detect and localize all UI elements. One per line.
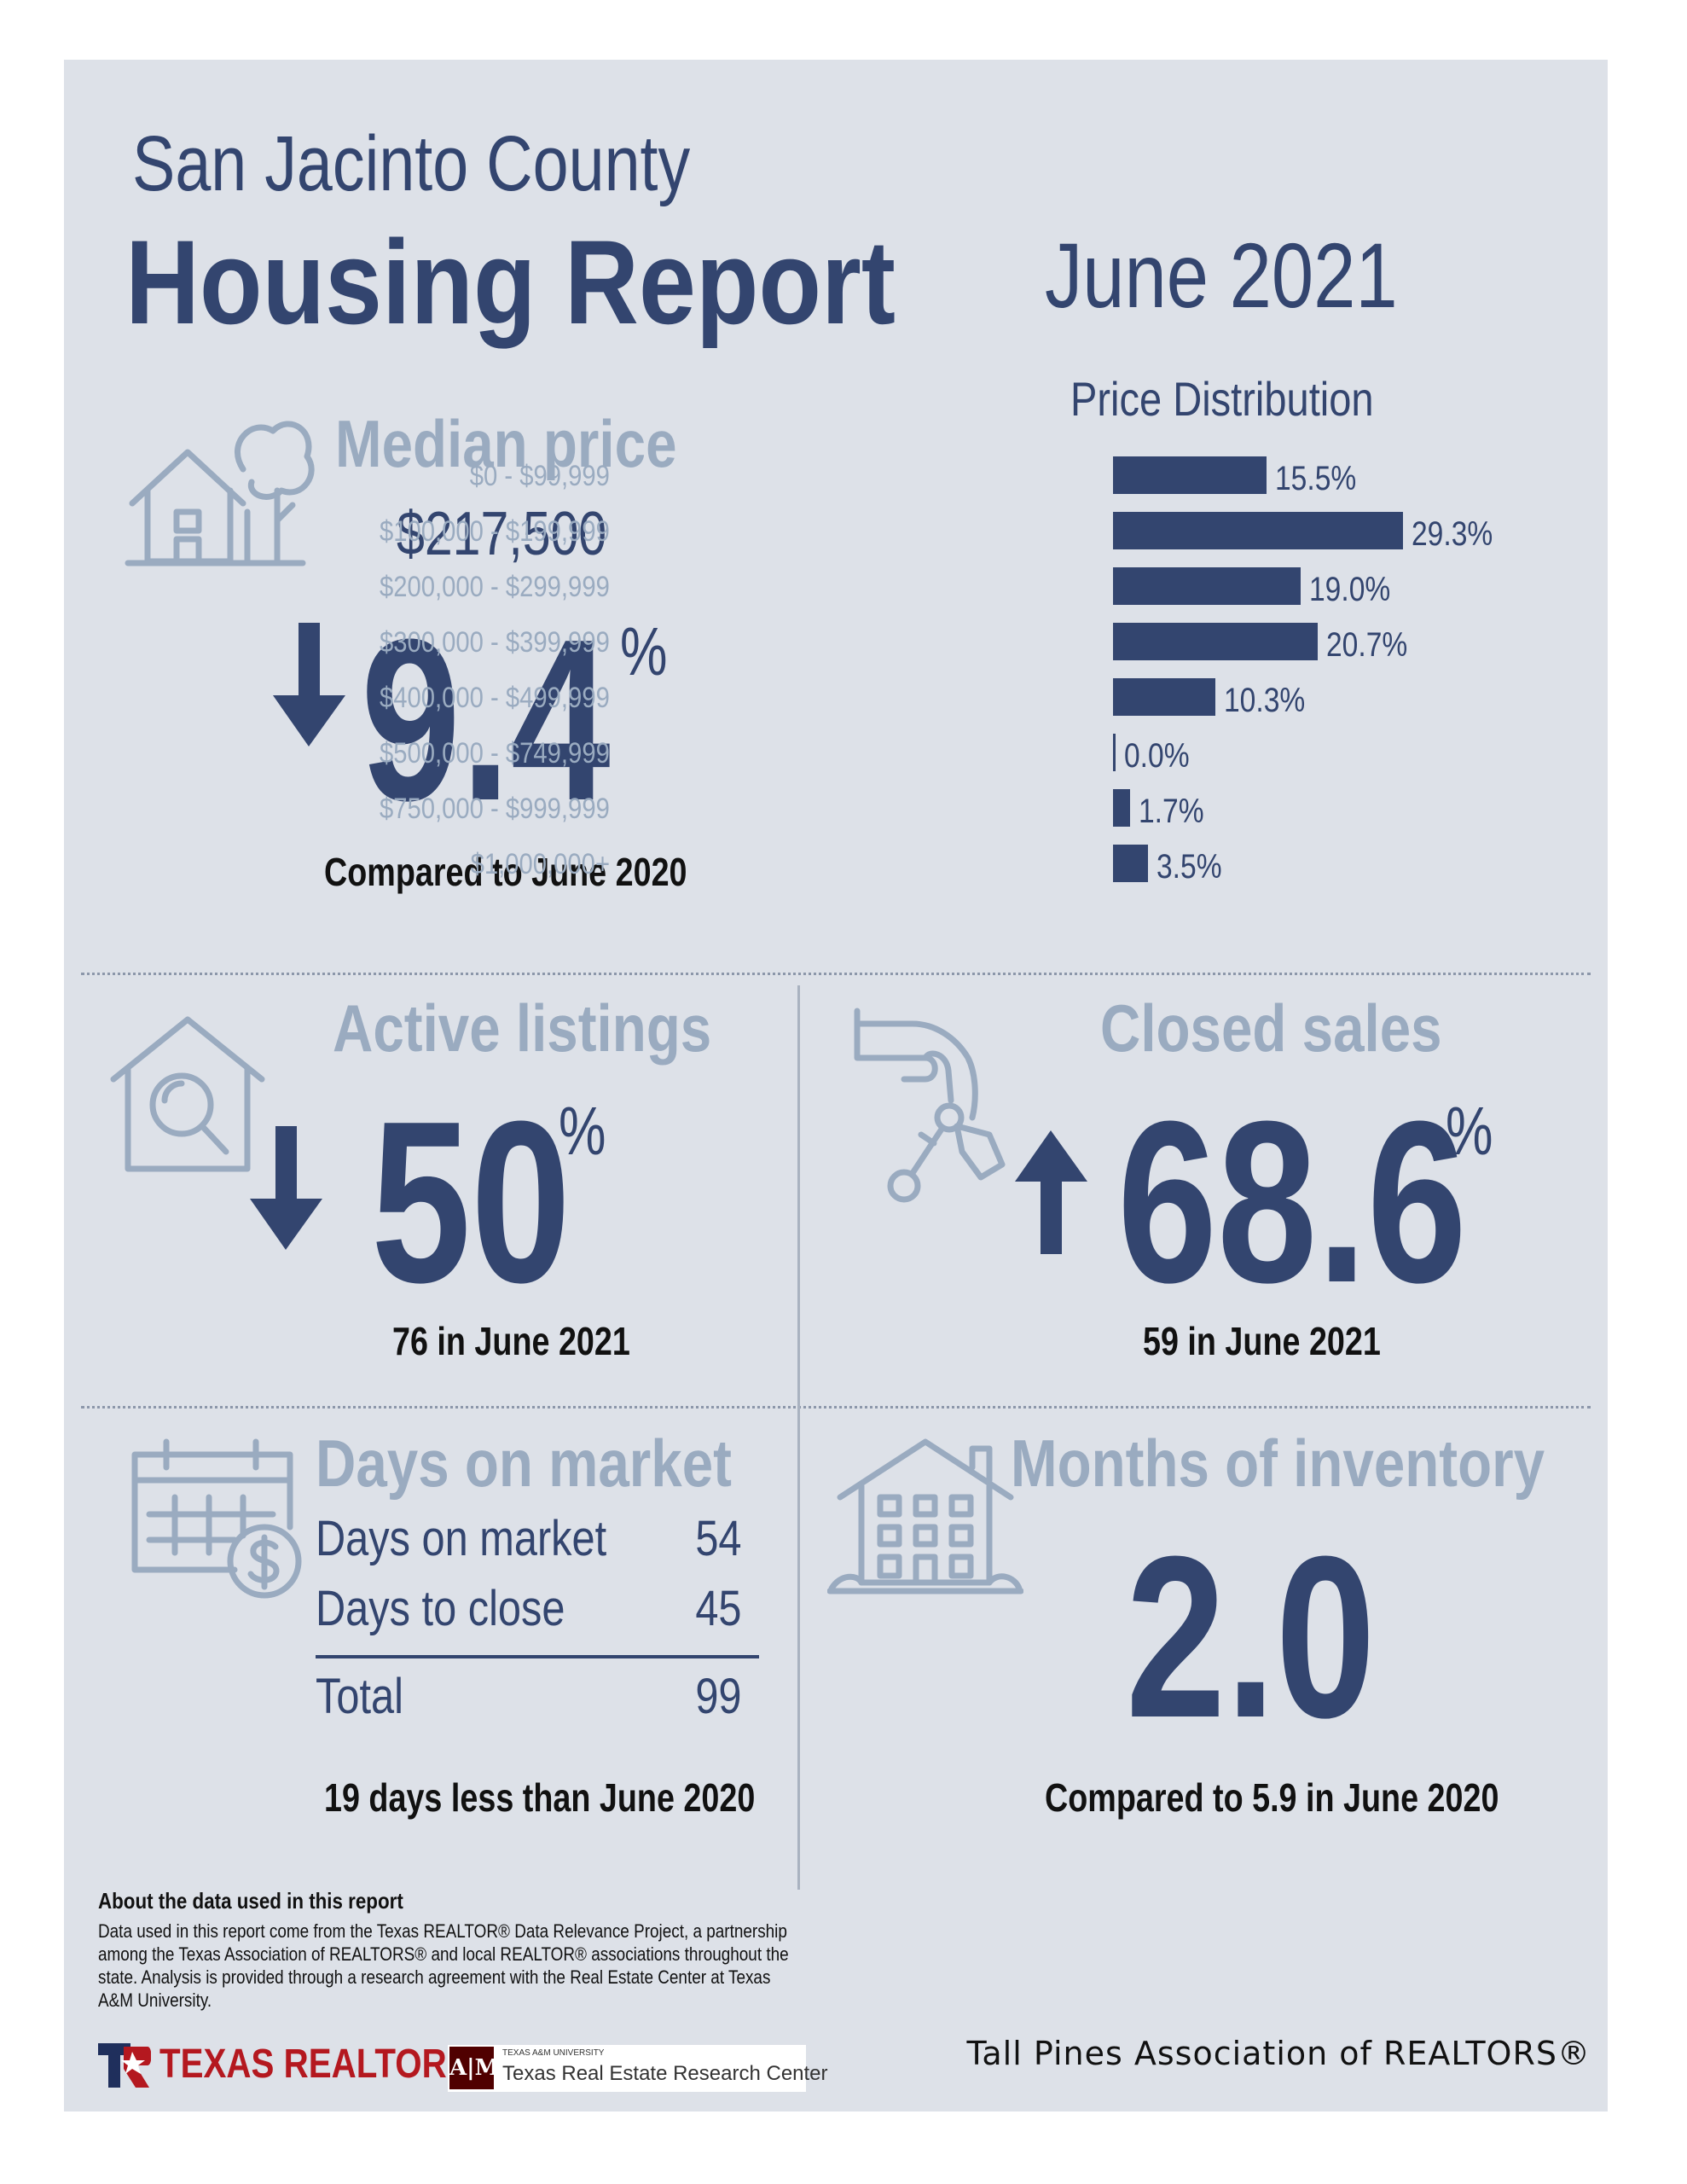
median-price-comparison: Compared to June 2020 [324,850,687,894]
months-inventory-note: Compared to 5.9 in June 2020 [1045,1775,1499,1820]
dom-total-label: Total [316,1669,403,1724]
closed-sales-heading: Closed sales [1100,990,1442,1066]
dom-label: Days on market [316,1511,607,1566]
price-bucket-bar [1113,456,1267,494]
price-distribution-chart: $0 - $99,999 15.5% $100,000 - $199,999 29.3… [64,60,1608,913]
active-listings-heading: Active listings [333,990,712,1066]
price-bucket-label: $200,000 - $299,999 [380,571,610,603]
days-on-market-note: 19 days less than June 2020 [324,1775,756,1820]
price-bucket-value: 1.7% [1138,793,1204,830]
price-bucket-bar [1113,623,1319,660]
texas-realtors-wordmark: TEXAS REALTORS [159,2042,470,2087]
about-title: About the data used in this report [98,1888,403,1914]
price-bucket-bar [1113,789,1130,827]
price-bucket-label: $1,000,000+ [470,848,610,880]
price-bucket-label: $400,000 - $499,999 [380,682,610,714]
price-bucket-label: $100,000 - $199,999 [380,515,610,548]
calendar-dollar-icon [131,1438,302,1599]
price-bucket-bar [1113,845,1148,882]
active-listings-change: 50 [371,1074,571,1331]
price-bucket-bar [1113,512,1403,549]
median-price-change-unit: % [620,613,668,689]
price-bucket-label: $500,000 - $749,999 [380,737,610,770]
price-bucket-value: 15.5% [1274,460,1357,497]
house-search-icon [110,1016,265,1172]
price-distribution-title: Price Distribution [1070,372,1374,426]
tamu-center-name: Texas Real Estate Research Center [502,2062,828,2085]
price-bucket-row: $750,000 - $999,999 1.7% [64,789,1608,830]
price-bucket-bar [1113,678,1215,716]
house-tree-icon [125,421,315,566]
tamu-logo: A|M TEXAS A&M UNIVERSITY Texas Real Esta… [448,2045,828,2092]
building-icon [827,1438,1023,1594]
price-bucket-value: 3.5% [1156,848,1222,886]
arrow-up-icon [1015,1130,1087,1254]
price-bucket-row: $1,000,000+ 3.5% [64,845,1608,886]
texas-realtors-logo-icon [98,2043,151,2088]
arrow-down-icon [250,1126,322,1250]
price-bucket-label: $0 - $99,999 [469,460,610,492]
price-bucket-value: 29.3% [1412,515,1493,553]
closed-sales-change: 68.6 [1117,1074,1467,1331]
report-card: San Jacinto County Housing Report June 2… [64,60,1608,2111]
months-inventory-heading: Months of inventory [1011,1426,1545,1501]
report-month: June 2021 [1045,224,1398,327]
price-bucket-row: $200,000 - $299,999 19.0% [64,567,1608,608]
closed-sales-change-unit: % [1446,1093,1493,1169]
days-on-market-heading: Days on market [316,1426,732,1501]
price-bucket-value: 19.0% [1309,571,1391,608]
median-price-heading: Median price [335,406,677,481]
median-price-change: 9.4 [361,592,611,849]
dom-label: Days to close [316,1581,565,1636]
dom-value: 54 [695,1511,742,1566]
active-listings-note: 76 in June 2021 [392,1319,630,1363]
months-inventory-value: 2.0 [1126,1509,1376,1766]
price-bucket-row: $400,000 - $499,999 10.3% [64,678,1608,719]
price-bucket-row: $500,000 - $749,999 0.0% [64,734,1608,775]
divider-top [81,973,1591,975]
about-body: Data used in this report come from the T… [98,1920,789,2011]
price-bucket-bar [1113,567,1301,605]
tamu-mark-icon: A|M [449,2047,499,2089]
price-bucket-label: $750,000 - $999,999 [380,793,610,825]
price-bucket-value: 20.7% [1326,626,1408,664]
price-bucket-label: $300,000 - $399,999 [380,626,610,659]
arrow-down-icon [273,623,345,746]
report-title: Housing Report [125,215,896,349]
price-bucket-row: $300,000 - $399,999 20.7% [64,623,1608,664]
price-bucket-row: $0 - $99,999 15.5% [64,456,1608,497]
hand-keys-icon [854,1008,1006,1203]
dom-total-value: 99 [695,1669,742,1724]
active-listings-change-unit: % [559,1093,606,1169]
divider-vertical [797,985,800,1890]
tamu-university: TEXAS A&M UNIVERSITY [502,2048,605,2058]
median-price-value: $217,500 [397,500,607,568]
price-bucket-value: 0.0% [1124,737,1190,775]
dom-value: 45 [695,1581,742,1636]
price-bucket-bar [1113,734,1116,771]
price-bucket-row: $100,000 - $199,999 29.3% [64,512,1608,553]
price-bucket-value: 10.3% [1223,682,1305,719]
total-rule [316,1655,759,1658]
association-name: Tall Pines Association of REALTORS® [966,2035,1591,2072]
divider-middle [81,1406,1591,1409]
county-name: San Jacinto County [132,120,691,207]
closed-sales-note: 59 in June 2021 [1143,1319,1381,1363]
